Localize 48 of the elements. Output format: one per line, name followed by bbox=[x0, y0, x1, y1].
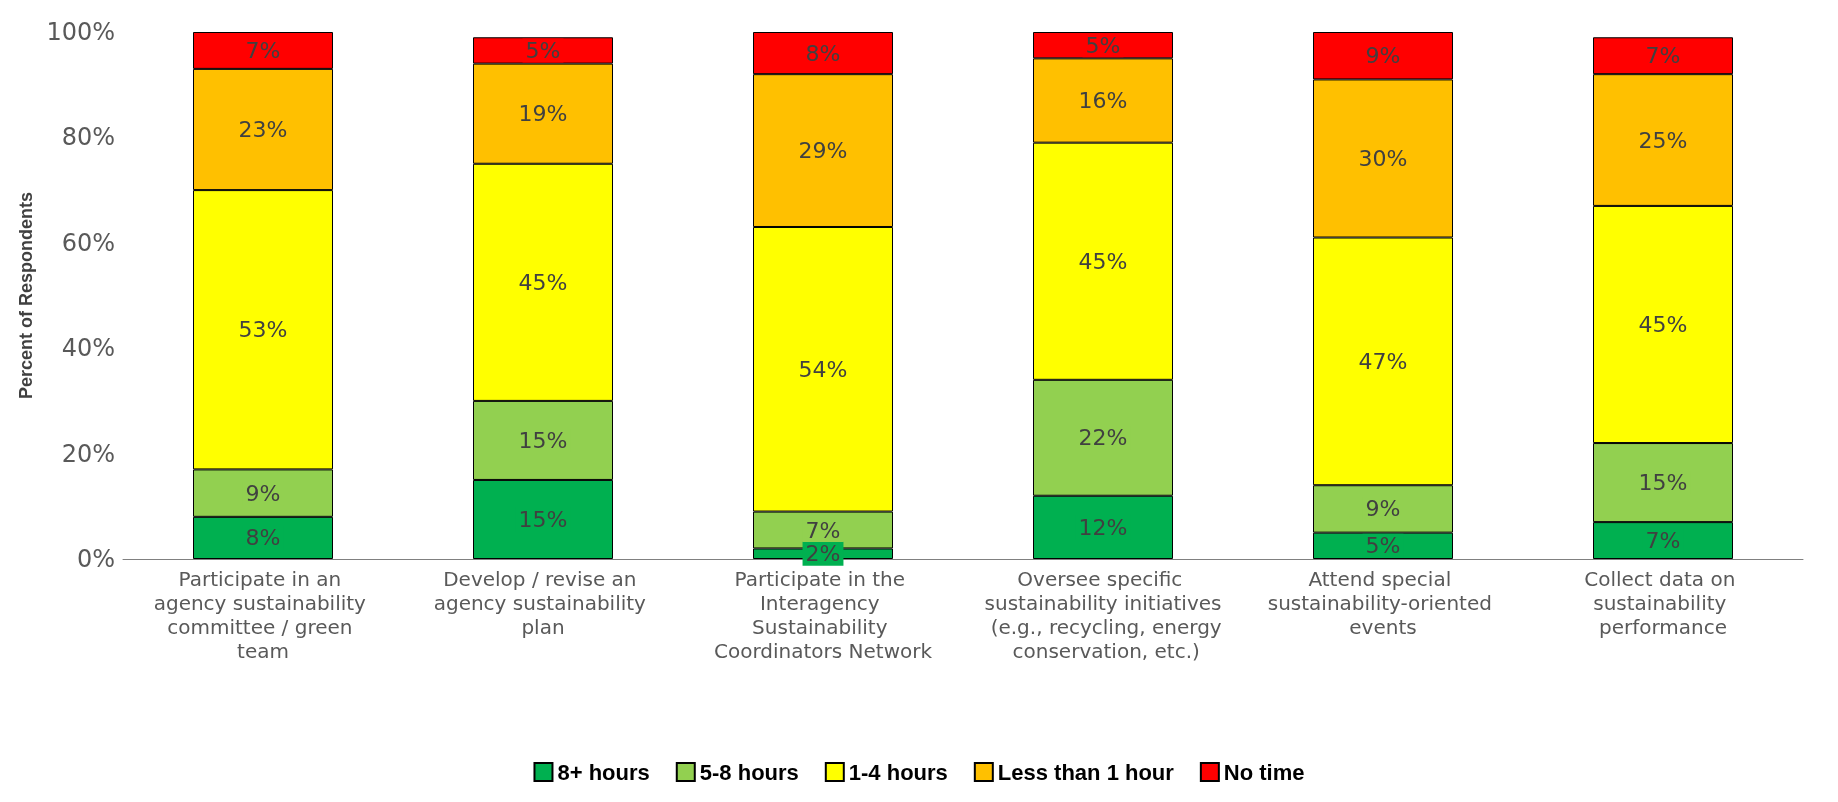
legend-label: 5-8 hours bbox=[699, 759, 799, 785]
data-label: 47% bbox=[1358, 348, 1408, 374]
y-tick-label: 20% bbox=[61, 439, 115, 468]
data-label: 12% bbox=[1078, 514, 1128, 540]
data-label: 2% bbox=[805, 541, 841, 567]
x-tick-label: Develop / revise an agency sustainability plan bbox=[433, 567, 653, 639]
x-tick-label: Attend special sustainability-oriented events bbox=[1267, 567, 1499, 639]
x-tick-label: Participate in the Interagency Sustainability Coordinators Network bbox=[713, 567, 933, 663]
y-axis-title: Percent of Respondents bbox=[16, 191, 37, 400]
data-label: 15% bbox=[518, 427, 568, 453]
data-label: 25% bbox=[1638, 127, 1688, 153]
data-label: 5% bbox=[1365, 533, 1401, 559]
data-label: 45% bbox=[518, 269, 568, 295]
data-label: 23% bbox=[238, 117, 288, 142]
data-label: 30% bbox=[1358, 145, 1408, 171]
legend-label: No time bbox=[1223, 759, 1305, 785]
data-label: 7% bbox=[1645, 528, 1681, 554]
x-tick-label: Oversee specific sustainability initiatives (e.g., recycling, energy conservation, etc.) bbox=[984, 567, 1222, 663]
data-label: 7% bbox=[245, 37, 281, 63]
data-label: 7% bbox=[1645, 43, 1681, 69]
data-label: 45% bbox=[1078, 248, 1128, 274]
data-label: 45% bbox=[1638, 311, 1688, 337]
data-label: 9% bbox=[1365, 496, 1401, 522]
data-label: 8% bbox=[805, 40, 841, 66]
data-label: 54% bbox=[798, 356, 848, 382]
legend-label: 8+ hours bbox=[557, 759, 650, 785]
y-tick-label: 80% bbox=[61, 123, 115, 152]
data-label: 15% bbox=[518, 506, 568, 532]
data-label: 9% bbox=[245, 480, 281, 506]
data-label: 5% bbox=[525, 37, 561, 63]
data-label: 53% bbox=[238, 317, 288, 343]
data-label: 8% bbox=[245, 525, 281, 551]
data-label: 5% bbox=[1085, 32, 1121, 58]
y-tick-label: 100% bbox=[46, 18, 115, 46]
x-tick-label: Collect data on sustainability performance bbox=[1584, 567, 1742, 639]
x-tick-label: Participate in an agency sustainability committee / green team bbox=[153, 567, 373, 663]
data-label: 16% bbox=[1078, 88, 1128, 114]
legend-label: Less than 1 hour bbox=[997, 759, 1175, 785]
y-tick-label: 40% bbox=[61, 334, 115, 363]
data-label: 19% bbox=[518, 101, 568, 127]
data-label: 15% bbox=[1638, 470, 1688, 496]
data-label: 29% bbox=[798, 138, 848, 164]
data-label: 7% bbox=[805, 517, 841, 543]
y-tick-label: 60% bbox=[61, 228, 115, 257]
legend-label: 1-4 hours bbox=[848, 759, 948, 785]
y-tick-label: 0% bbox=[76, 545, 115, 573]
data-label: 9% bbox=[1365, 43, 1401, 69]
data-label: 22% bbox=[1078, 425, 1128, 451]
